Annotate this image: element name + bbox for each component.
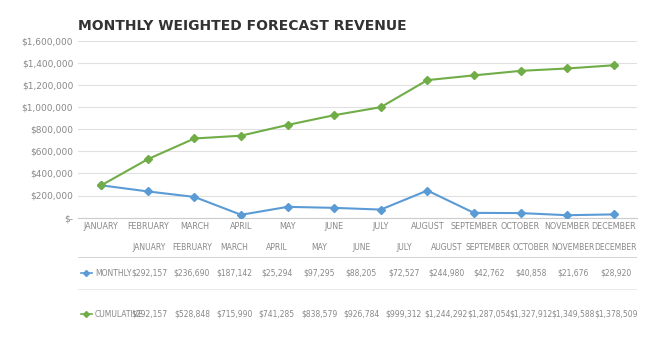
Text: $292,157: $292,157 <box>131 310 168 319</box>
Text: $28,920: $28,920 <box>600 269 631 278</box>
Text: NOVEMBER: NOVEMBER <box>552 243 595 252</box>
Text: $21,676: $21,676 <box>558 269 589 278</box>
Text: MONTHLY: MONTHLY <box>95 269 131 278</box>
Text: $528,848: $528,848 <box>174 310 210 319</box>
Text: DECEMBER: DECEMBER <box>595 243 637 252</box>
Text: JULY: JULY <box>396 243 411 252</box>
Text: $187,142: $187,142 <box>216 269 252 278</box>
Text: $97,295: $97,295 <box>304 269 335 278</box>
Text: $88,205: $88,205 <box>346 269 377 278</box>
Text: SEPTEMBER: SEPTEMBER <box>466 243 512 252</box>
Text: $25,294: $25,294 <box>261 269 292 278</box>
Text: APRIL: APRIL <box>266 243 287 252</box>
Text: $40,858: $40,858 <box>515 269 547 278</box>
Text: MAY: MAY <box>311 243 327 252</box>
Text: $236,690: $236,690 <box>174 269 210 278</box>
Text: $244,980: $244,980 <box>428 269 464 278</box>
Text: MARCH: MARCH <box>220 243 248 252</box>
Text: AUGUST: AUGUST <box>430 243 462 252</box>
Text: $1,327,912: $1,327,912 <box>510 310 552 319</box>
Text: CUMULATIVE: CUMULATIVE <box>95 310 144 319</box>
Text: $1,378,509: $1,378,509 <box>594 310 638 319</box>
Text: $999,312: $999,312 <box>385 310 422 319</box>
Text: $1,349,588: $1,349,588 <box>552 310 595 319</box>
Text: $292,157: $292,157 <box>131 269 168 278</box>
Text: $72,527: $72,527 <box>388 269 419 278</box>
Text: $741,285: $741,285 <box>259 310 294 319</box>
Text: MONTHLY WEIGHTED FORECAST REVENUE: MONTHLY WEIGHTED FORECAST REVENUE <box>78 19 407 33</box>
Text: JUNE: JUNE <box>352 243 370 252</box>
Text: JANUARY: JANUARY <box>133 243 166 252</box>
Text: $1,287,054: $1,287,054 <box>467 310 510 319</box>
Text: FEBRUARY: FEBRUARY <box>172 243 212 252</box>
Text: $42,762: $42,762 <box>473 269 504 278</box>
Text: $838,579: $838,579 <box>301 310 337 319</box>
Text: $926,784: $926,784 <box>343 310 380 319</box>
Text: OCTOBER: OCTOBER <box>513 243 549 252</box>
Text: $1,244,292: $1,244,292 <box>424 310 468 319</box>
Text: $715,990: $715,990 <box>216 310 252 319</box>
